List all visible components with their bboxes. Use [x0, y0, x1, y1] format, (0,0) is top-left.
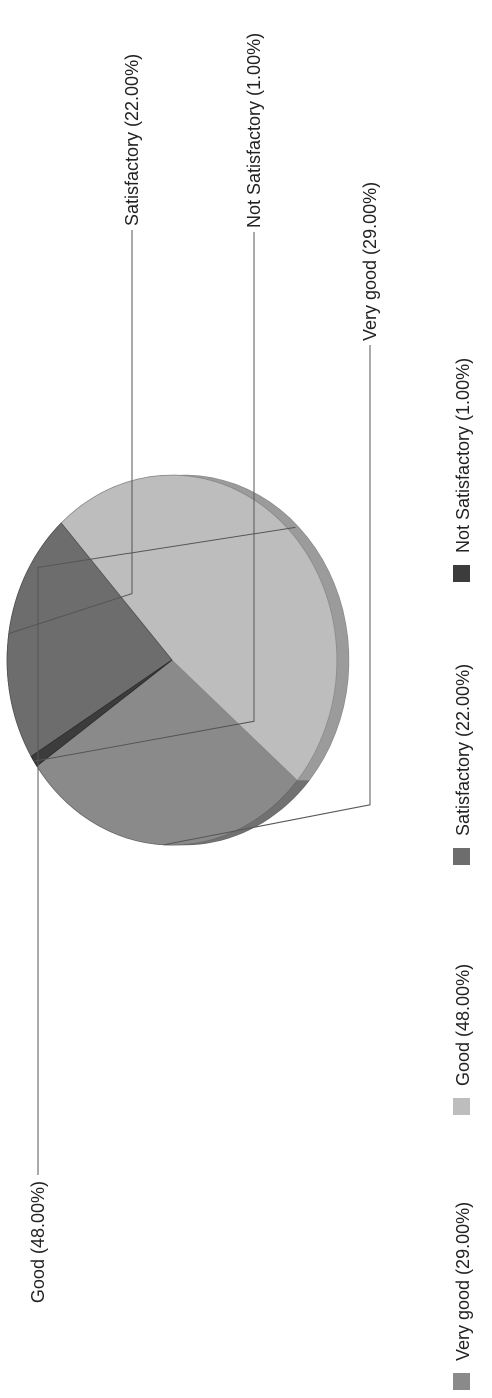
legend-label-1: Very good (29.00%): [453, 1202, 473, 1361]
legend-swatch-1: [453, 1373, 470, 1390]
legend-label-2: Good (48.00%): [453, 964, 473, 1086]
leader-line-2: [37, 526, 296, 1175]
leader-line-1: [163, 345, 371, 846]
leader-line-3: [8, 230, 133, 635]
legend: Very good (29.00%) Good (48.00%) Satisfact…: [453, 358, 473, 1390]
legend-swatch-3: [453, 848, 470, 865]
slice-labels: Very good (29.00%) Good (48.00%) Satisfact…: [28, 33, 380, 1303]
legend-swatch-4: [453, 565, 470, 582]
slice-label-2: Good (48.00%): [28, 1181, 48, 1303]
leader-lines: [8, 230, 371, 1175]
slice-label-4: Not Satisfactory (1.00%): [244, 33, 264, 228]
slice-label-3: Satisfactory (22.00%): [122, 54, 142, 226]
legend-swatch-2: [453, 1098, 470, 1115]
leader-line-4: [33, 232, 255, 762]
pie-slices: [6, 474, 338, 846]
legend-label-4: Not Satisfactory (1.00%): [453, 358, 473, 553]
pie-slice-2: [60, 474, 338, 781]
legend-label-3: Satisfactory (22.00%): [453, 664, 473, 836]
slice-label-1: Very good (29.00%): [360, 182, 380, 341]
